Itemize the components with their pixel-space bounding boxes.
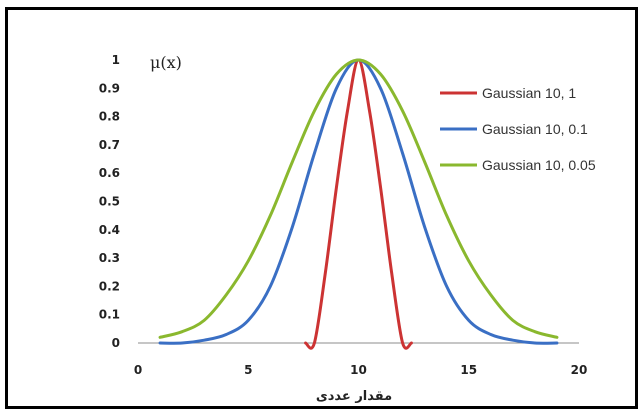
legend: Gaussian 10, 1 Gaussian 10, 0.1 Gaussian 1… xyxy=(440,85,596,173)
y-tick-label: 0.8 xyxy=(99,110,120,124)
y-tick-label: 0.3 xyxy=(99,251,120,265)
x-axis-title: مقدار عددی xyxy=(316,389,392,404)
x-tick-label: 5 xyxy=(244,363,252,377)
y-tick-label: 0.4 xyxy=(99,223,120,237)
chart-frame: 0 0.1 0.2 0.3 0.4 0.5 0.6 0.7 0.8 0.9 1 0 5 10 15 20 μ… xyxy=(5,7,638,409)
legend-label-3: Gaussian 10, 0.05 xyxy=(482,157,596,173)
y-tick-label: 0.6 xyxy=(99,166,120,180)
y-axis-title: μ(x) xyxy=(150,53,182,72)
y-tick-labels: 0 0.1 0.2 0.3 0.4 0.5 0.6 0.7 0.8 0.9 1 xyxy=(99,53,120,350)
series-lines xyxy=(158,58,559,350)
membership-function-chart: 0 0.1 0.2 0.3 0.4 0.5 0.6 0.7 0.8 0.9 1 0 5 10 15 20 μ… xyxy=(99,53,596,404)
y-tick-label: 0.7 xyxy=(99,138,120,152)
series-line-1 xyxy=(304,58,413,350)
legend-label-1: Gaussian 10, 1 xyxy=(482,85,576,101)
y-tick-label: 1 xyxy=(112,53,120,67)
y-tick-label: 0.9 xyxy=(99,81,120,95)
x-tick-labels: 0 5 10 15 20 xyxy=(134,363,588,377)
y-tick-label: 0.5 xyxy=(99,195,120,209)
x-tick-label: 0 xyxy=(134,363,142,377)
x-tick-label: 10 xyxy=(350,363,367,377)
y-tick-label: 0 xyxy=(112,336,120,350)
legend-label-2: Gaussian 10, 0.1 xyxy=(482,121,588,137)
x-tick-label: 20 xyxy=(571,363,588,377)
x-tick-label: 15 xyxy=(460,363,477,377)
y-tick-label: 0.2 xyxy=(99,279,120,293)
y-tick-label: 0.1 xyxy=(99,308,120,322)
series-line-2 xyxy=(158,58,559,345)
series-line-3 xyxy=(158,58,559,339)
